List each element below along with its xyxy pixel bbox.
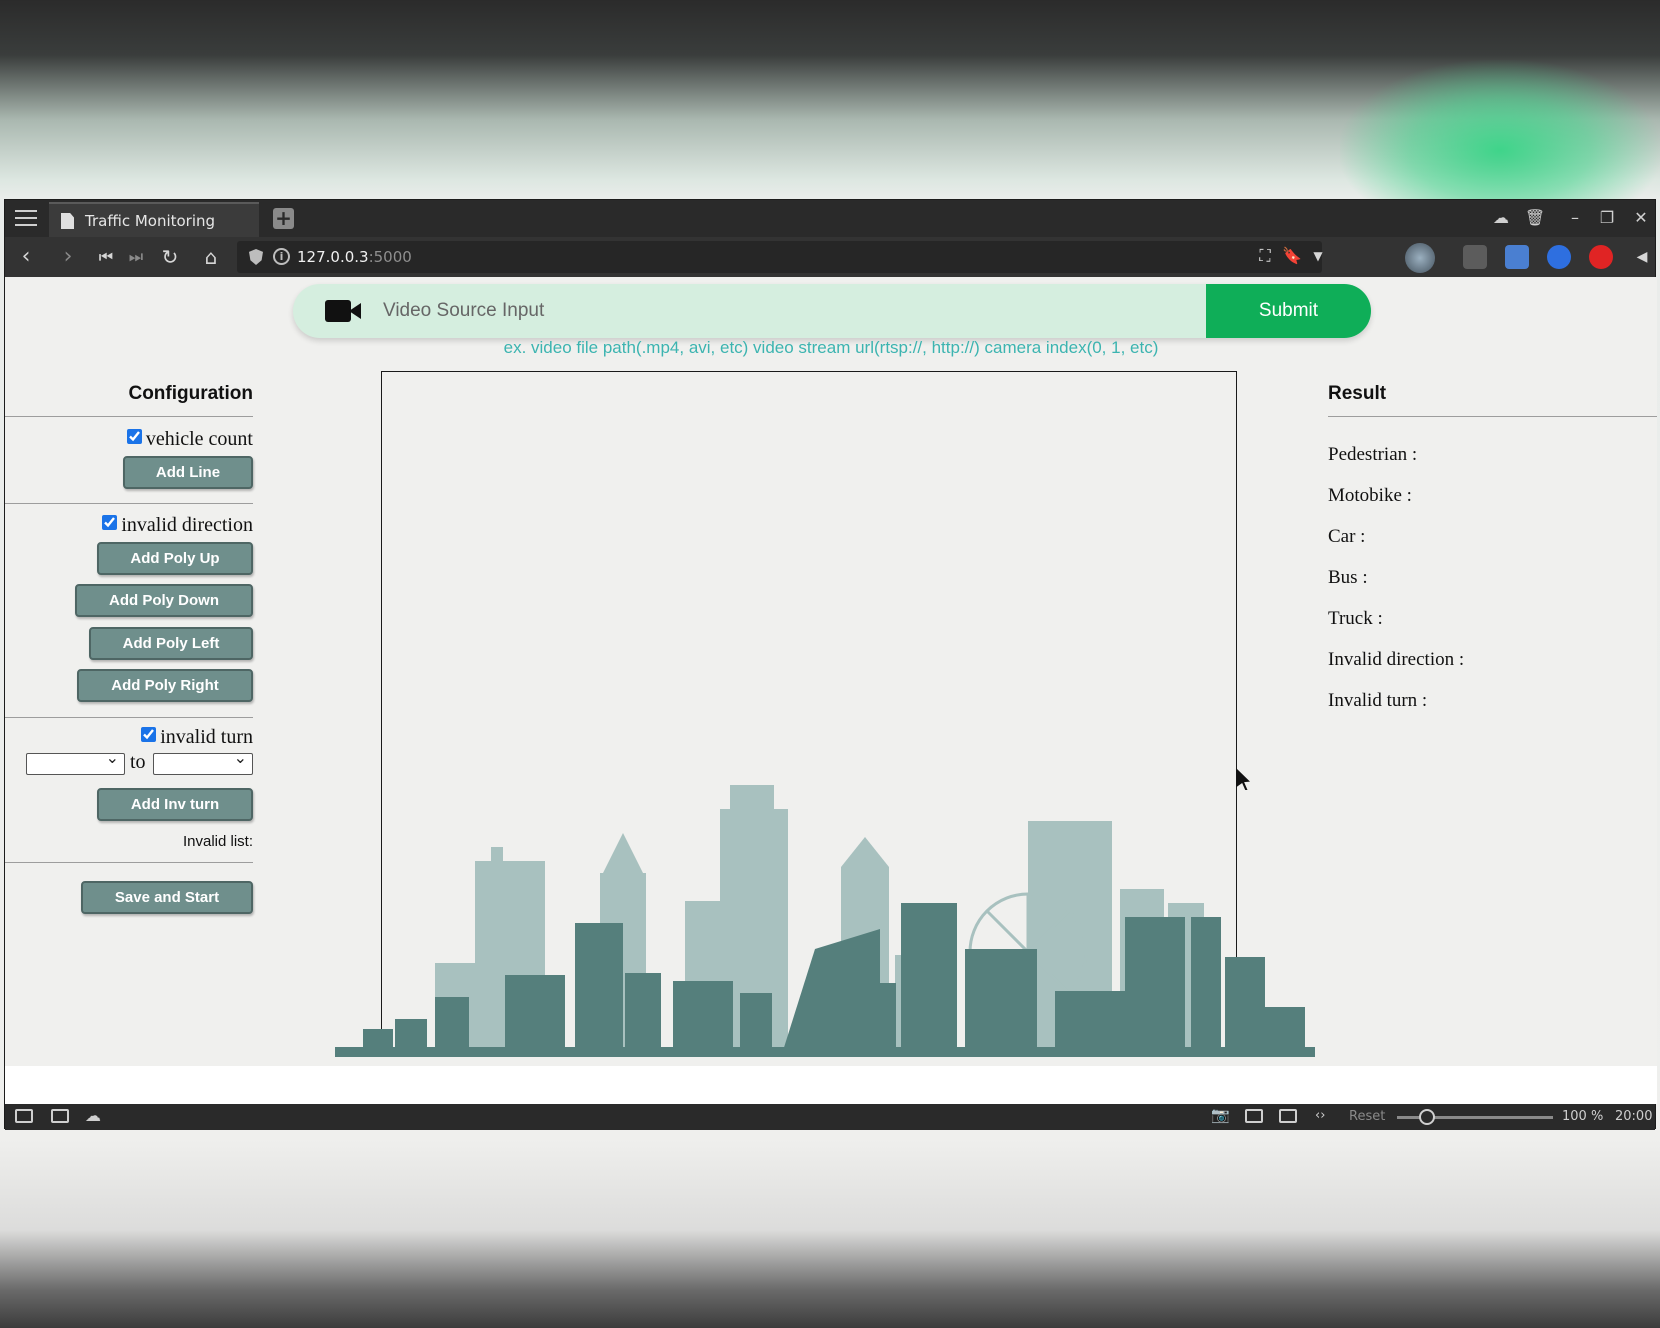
clock: 20:00 xyxy=(1615,1109,1653,1124)
window-icon[interactable] xyxy=(1245,1109,1263,1123)
minimize-icon[interactable]: – xyxy=(1571,208,1579,227)
zoom-slider[interactable] xyxy=(1397,1109,1553,1125)
sync-cloud-icon[interactable]: ☁ xyxy=(85,1106,101,1125)
invalid-direction-option[interactable]: invalid direction xyxy=(102,514,253,537)
vehicle-count-checkbox[interactable] xyxy=(126,429,142,444)
invalid-turn-option[interactable]: invalid turn xyxy=(141,726,253,749)
browser-window: Traffic Monitoring System + ☁ 🗑 – ❐ ✕ ‹ … xyxy=(4,199,1657,1130)
bing-icon[interactable] xyxy=(1547,245,1571,269)
video-source-input[interactable] xyxy=(383,296,1043,326)
url-host: 127.0.0.3 xyxy=(297,248,369,266)
bookmark-icon[interactable]: 🔖 xyxy=(1282,246,1302,265)
reload-icon[interactable]: ↻ xyxy=(161,245,179,269)
page-content: Submit ex. video file path(.mp4, avi, et… xyxy=(5,277,1657,1066)
add-poly-down-button[interactable]: Add Poly Down xyxy=(75,584,253,617)
url-port: :5000 xyxy=(368,248,412,266)
fast-forward-icon[interactable]: ⏭ xyxy=(128,247,144,266)
puzzle-icon[interactable] xyxy=(1463,245,1487,269)
image-icon[interactable] xyxy=(1279,1109,1297,1123)
navigation-bar: ‹ › ⏮ ⏭ ↻ ⌂ i 127.0.0.3:5000 ⛶ 🔖 ▼ ◀ xyxy=(5,237,1655,277)
menu-icon[interactable] xyxy=(15,210,37,228)
save-and-start-button[interactable]: Save and Start xyxy=(81,881,253,914)
panel-icon[interactable] xyxy=(15,1109,33,1123)
skyline-front xyxy=(335,903,1315,1057)
vehicle-count-option[interactable]: vehicle count xyxy=(126,428,253,451)
result-motobike: Motobike : xyxy=(1328,485,1412,506)
avatar[interactable] xyxy=(1405,243,1435,273)
shield-icon xyxy=(249,249,263,265)
tiling-icon[interactable] xyxy=(51,1109,69,1123)
adblock-icon[interactable] xyxy=(1589,245,1613,269)
add-inv-turn-button[interactable]: Add Inv turn xyxy=(97,788,253,821)
info-icon[interactable]: i xyxy=(273,248,290,265)
video-camera-icon xyxy=(325,300,361,322)
new-tab-icon[interactable]: + xyxy=(273,208,294,229)
translate-icon[interactable] xyxy=(1505,245,1529,269)
video-source-bar: Submit xyxy=(293,284,1371,338)
divider xyxy=(1328,416,1657,417)
add-poly-right-button[interactable]: Add Poly Right xyxy=(77,669,253,702)
cloud-icon[interactable]: ☁ xyxy=(1493,208,1509,227)
dropdown-icon[interactable]: ▼ xyxy=(1313,249,1323,263)
source-hint: ex. video file path(.mp4, avi, etc) vide… xyxy=(503,338,1159,357)
page-footer-area xyxy=(5,1066,1657,1104)
turn-select-row: to xyxy=(26,748,253,777)
add-poly-left-button[interactable]: Add Poly Left xyxy=(89,627,253,660)
to-label: to xyxy=(130,751,146,773)
add-poly-up-button[interactable]: Add Poly Up xyxy=(97,542,253,575)
result-pedestrian: Pedestrian : xyxy=(1328,444,1418,465)
result-invalid-turn: Invalid turn : xyxy=(1328,690,1428,711)
screenshot-icon[interactable]: ⛶ xyxy=(1259,246,1271,265)
zoom-slider-handle[interactable] xyxy=(1419,1109,1435,1125)
restore-icon[interactable]: ❐ xyxy=(1599,208,1615,227)
result-bus: Bus : xyxy=(1328,567,1368,588)
invalid-direction-label: invalid direction xyxy=(121,514,253,536)
result-title: Result xyxy=(1328,383,1387,404)
trash-icon[interactable]: 🗑 xyxy=(1524,208,1546,227)
tab-bar: Traffic Monitoring System + ☁ 🗑 – ❐ ✕ xyxy=(5,200,1655,265)
result-truck: Truck : xyxy=(1328,608,1383,629)
invalid-turn-checkbox[interactable] xyxy=(141,727,157,742)
configuration-title: Configuration xyxy=(128,383,253,404)
url-text: 127.0.0.3:5000 xyxy=(297,248,412,266)
divider xyxy=(5,416,253,417)
result-car: Car : xyxy=(1328,526,1366,547)
add-line-button[interactable]: Add Line xyxy=(123,456,253,489)
document-icon xyxy=(61,213,74,229)
code-icon[interactable]: ‹› xyxy=(1315,1108,1326,1123)
vehicle-count-label: vehicle count xyxy=(145,428,253,450)
invalid-turn-label: invalid turn xyxy=(160,726,253,748)
forward-icon[interactable]: › xyxy=(63,244,73,269)
rewind-icon[interactable]: ⏮ xyxy=(98,247,114,266)
turn-to-select[interactable] xyxy=(153,748,253,775)
close-icon[interactable]: ✕ xyxy=(1634,208,1648,227)
turn-from-select[interactable] xyxy=(26,748,125,775)
back-icon[interactable]: ‹ xyxy=(21,244,31,269)
divider xyxy=(5,717,253,718)
invalid-list-label: Invalid list: xyxy=(182,833,253,850)
home-icon[interactable]: ⌂ xyxy=(204,245,218,269)
status-bar: ☁ 📷 ‹› Reset 100 % 20:00 xyxy=(5,1104,1655,1130)
capture-icon[interactable]: 📷 xyxy=(1211,1106,1230,1124)
divider xyxy=(5,503,253,504)
zoom-reset[interactable]: Reset xyxy=(1349,1109,1386,1124)
zoom-level: 100 % xyxy=(1562,1109,1604,1124)
tab-traffic-monitoring[interactable]: Traffic Monitoring System xyxy=(49,202,259,265)
submit-button[interactable]: Submit xyxy=(1206,284,1371,338)
background-blur xyxy=(1340,60,1660,210)
divider xyxy=(5,862,253,863)
collapse-icon[interactable]: ◀ xyxy=(1636,249,1648,265)
invalid-direction-checkbox[interactable] xyxy=(102,515,118,530)
address-bar[interactable]: i 127.0.0.3:5000 ⛶ 🔖 ▼ xyxy=(237,241,1323,273)
city-skyline-illustration xyxy=(335,785,1315,1057)
result-invalid-direction: Invalid direction : xyxy=(1328,649,1465,670)
